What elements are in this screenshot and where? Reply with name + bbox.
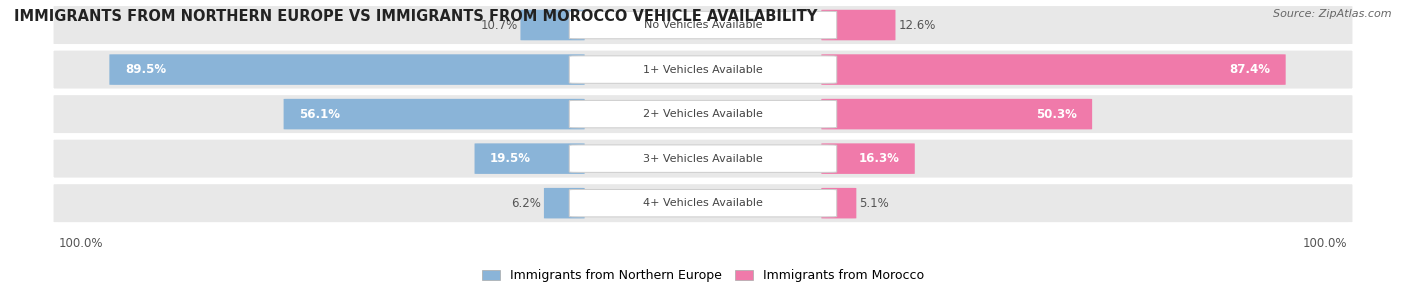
FancyBboxPatch shape: [569, 11, 837, 39]
Text: 56.1%: 56.1%: [299, 108, 340, 121]
Text: IMMIGRANTS FROM NORTHERN EUROPE VS IMMIGRANTS FROM MOROCCO VEHICLE AVAILABILITY: IMMIGRANTS FROM NORTHERN EUROPE VS IMMIG…: [14, 9, 817, 23]
Text: Source: ZipAtlas.com: Source: ZipAtlas.com: [1274, 9, 1392, 19]
Text: 16.3%: 16.3%: [859, 152, 900, 165]
FancyBboxPatch shape: [475, 143, 585, 174]
FancyBboxPatch shape: [52, 94, 1354, 135]
FancyBboxPatch shape: [52, 4, 1354, 46]
Text: 2+ Vehicles Available: 2+ Vehicles Available: [643, 109, 763, 119]
FancyBboxPatch shape: [544, 188, 585, 219]
Text: 5.1%: 5.1%: [859, 197, 889, 210]
FancyBboxPatch shape: [821, 188, 856, 219]
Text: 87.4%: 87.4%: [1229, 63, 1270, 76]
Legend: Immigrants from Northern Europe, Immigrants from Morocco: Immigrants from Northern Europe, Immigra…: [477, 264, 929, 286]
Text: 100.0%: 100.0%: [59, 237, 103, 250]
Text: 12.6%: 12.6%: [898, 19, 935, 31]
Text: 1+ Vehicles Available: 1+ Vehicles Available: [643, 65, 763, 75]
FancyBboxPatch shape: [821, 143, 915, 174]
FancyBboxPatch shape: [52, 182, 1354, 224]
FancyBboxPatch shape: [821, 99, 1092, 129]
Text: 6.2%: 6.2%: [512, 197, 541, 210]
FancyBboxPatch shape: [569, 100, 837, 128]
Text: 10.7%: 10.7%: [481, 19, 517, 31]
Text: 19.5%: 19.5%: [489, 152, 531, 165]
Text: 50.3%: 50.3%: [1036, 108, 1077, 121]
FancyBboxPatch shape: [110, 54, 585, 85]
FancyBboxPatch shape: [821, 54, 1285, 85]
FancyBboxPatch shape: [52, 49, 1354, 90]
FancyBboxPatch shape: [520, 10, 585, 40]
FancyBboxPatch shape: [52, 138, 1354, 179]
FancyBboxPatch shape: [569, 56, 837, 83]
FancyBboxPatch shape: [821, 10, 896, 40]
FancyBboxPatch shape: [569, 189, 837, 217]
Text: 100.0%: 100.0%: [1303, 237, 1347, 250]
Text: 3+ Vehicles Available: 3+ Vehicles Available: [643, 154, 763, 164]
FancyBboxPatch shape: [284, 99, 585, 129]
Text: 89.5%: 89.5%: [125, 63, 166, 76]
FancyBboxPatch shape: [569, 145, 837, 172]
Text: 4+ Vehicles Available: 4+ Vehicles Available: [643, 198, 763, 208]
Text: No Vehicles Available: No Vehicles Available: [644, 20, 762, 30]
